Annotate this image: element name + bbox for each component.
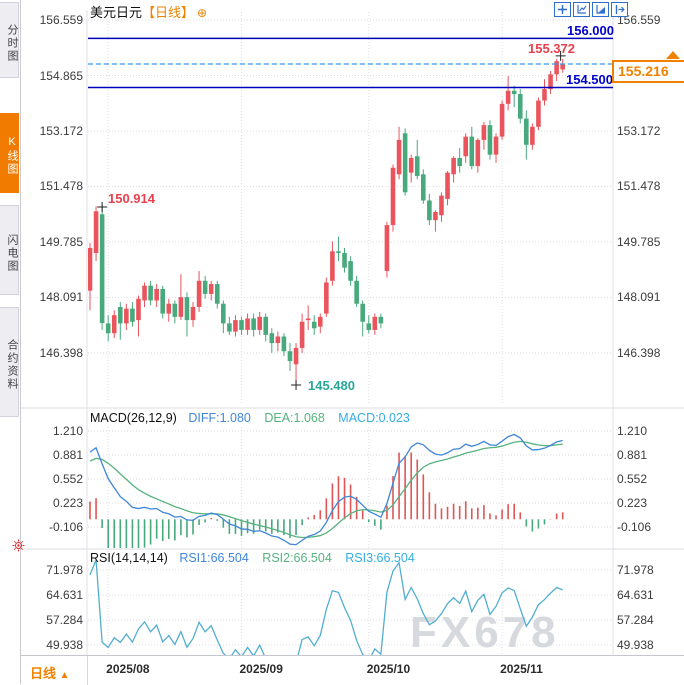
sidebar-tab-time-chart[interactable]: 分时图 [0,2,19,78]
divider [87,656,88,685]
watermark: FX678 [410,608,560,657]
tab-label: 合约资料 [6,339,18,391]
add-overlay-icon[interactable]: ⊕ [197,6,208,20]
support-level-label: 154.500 [566,72,613,87]
rsi3-value: RSI3:66.504 [345,551,415,565]
rsi1-value: RSI1:66.504 [179,551,249,565]
macd-dea-value: DEA:1.068 [264,411,325,425]
x-axis-label: 2025/08 [106,662,150,676]
y-axis-label: 49.938 [617,637,654,652]
sidebar-tab-contract-info[interactable]: 合约资料 [0,307,19,417]
price-up-arrow-icon [666,51,680,59]
x-axis-label: 2025/09 [239,662,283,676]
y-axis-label: 146.398 [617,345,661,360]
tab-label: 闪电图 [6,233,18,273]
period-label: 日线 [30,666,57,681]
chart-scale-active-icon[interactable] [592,2,609,17]
tab-label: K线图 [6,136,18,176]
period-selector[interactable]: 日线 ▲ [30,663,70,682]
y-axis-label: 154.865 [39,68,83,83]
y-axis-label: 0.881 [617,448,648,463]
macd-header: MACD(26,12,9) DIFF:1.080 DEA:1.068 MACD:… [90,411,410,425]
rsi-title: RSI(14,14,14) [90,551,168,565]
indicator-settings-icon[interactable] [12,539,25,557]
x-axis-label: 2025/11 [500,662,543,676]
exit-chart-icon[interactable] [611,2,628,17]
y-axis-label: 1.210 [617,424,648,439]
y-axis-label: 148.091 [39,290,83,305]
y-axis-label: 153.172 [39,123,83,138]
chart-toolbar [552,2,628,17]
chart-title: 美元日元【日线】 ⊕ [90,2,207,21]
crosshair-icon[interactable] [554,2,571,17]
y-axis-label: 1.210 [52,424,83,439]
y-axis-label: 146.398 [39,345,83,360]
resistance-level-label: 156.000 [567,23,614,38]
low-price-label: 145.480 [308,378,355,393]
y-axis-label: 149.785 [39,234,83,249]
macd-title: MACD(26,12,9) [90,411,177,425]
y-axis-label: 71.978 [46,562,83,577]
y-axis-label: 0.552 [617,472,648,487]
rsi-header: RSI(14,14,14) RSI1:66.504 RSI2:66.504 RS… [90,551,415,565]
y-axis-label: 0.223 [617,496,648,511]
y-axis-label: -0.106 [617,520,652,535]
macd-diff-value: DIFF:1.080 [188,411,251,425]
high-price-label: 155.372 [528,41,575,56]
y-axis-label: 0.552 [52,472,83,487]
rsi2-value: RSI2:66.504 [262,551,332,565]
y-axis-label: 71.978 [617,562,654,577]
y-axis-label: 49.938 [46,637,83,652]
sidebar-tab-lightning-chart[interactable]: 闪电图 [0,205,19,295]
y-axis-label: 0.223 [52,496,83,511]
tab-label: 分时图 [6,23,18,63]
symbol-name: 美元日元 [90,5,143,20]
y-axis-label: 57.284 [617,612,654,627]
bottom-bar: 日线 ▲ 2025/08 2025/09 2025/10 2025/11 [20,655,684,685]
sidebar: 分时图 K线图 闪电图 合约资料 [0,0,21,684]
sidebar-tab-kline-chart[interactable]: K线图 [0,113,19,193]
y-axis-label: 151.478 [617,179,661,194]
y-axis-label: 64.631 [46,587,83,602]
macd-hist-value: MACD:0.023 [338,411,410,425]
y-axis-label: 156.559 [39,13,83,27]
y-axis-label: -0.106 [48,520,83,535]
period-tag: 【日线】 [142,5,195,20]
chevron-up-icon: ▲ [59,670,70,681]
swing-high-label: 150.914 [108,191,155,206]
y-axis-label: 148.091 [617,290,661,305]
current-price-box: 155.216 [612,60,684,83]
y-axis-label: 149.785 [617,234,661,249]
y-axis-label: 57.284 [46,612,83,627]
y-axis-label: 64.631 [617,587,654,602]
x-axis-label: 2025/10 [366,662,411,676]
y-axis-label: 151.478 [39,179,83,194]
y-axis-label: 153.172 [617,123,661,138]
chart-scale-icon[interactable] [573,2,590,17]
y-axis-label: 0.881 [52,448,83,463]
